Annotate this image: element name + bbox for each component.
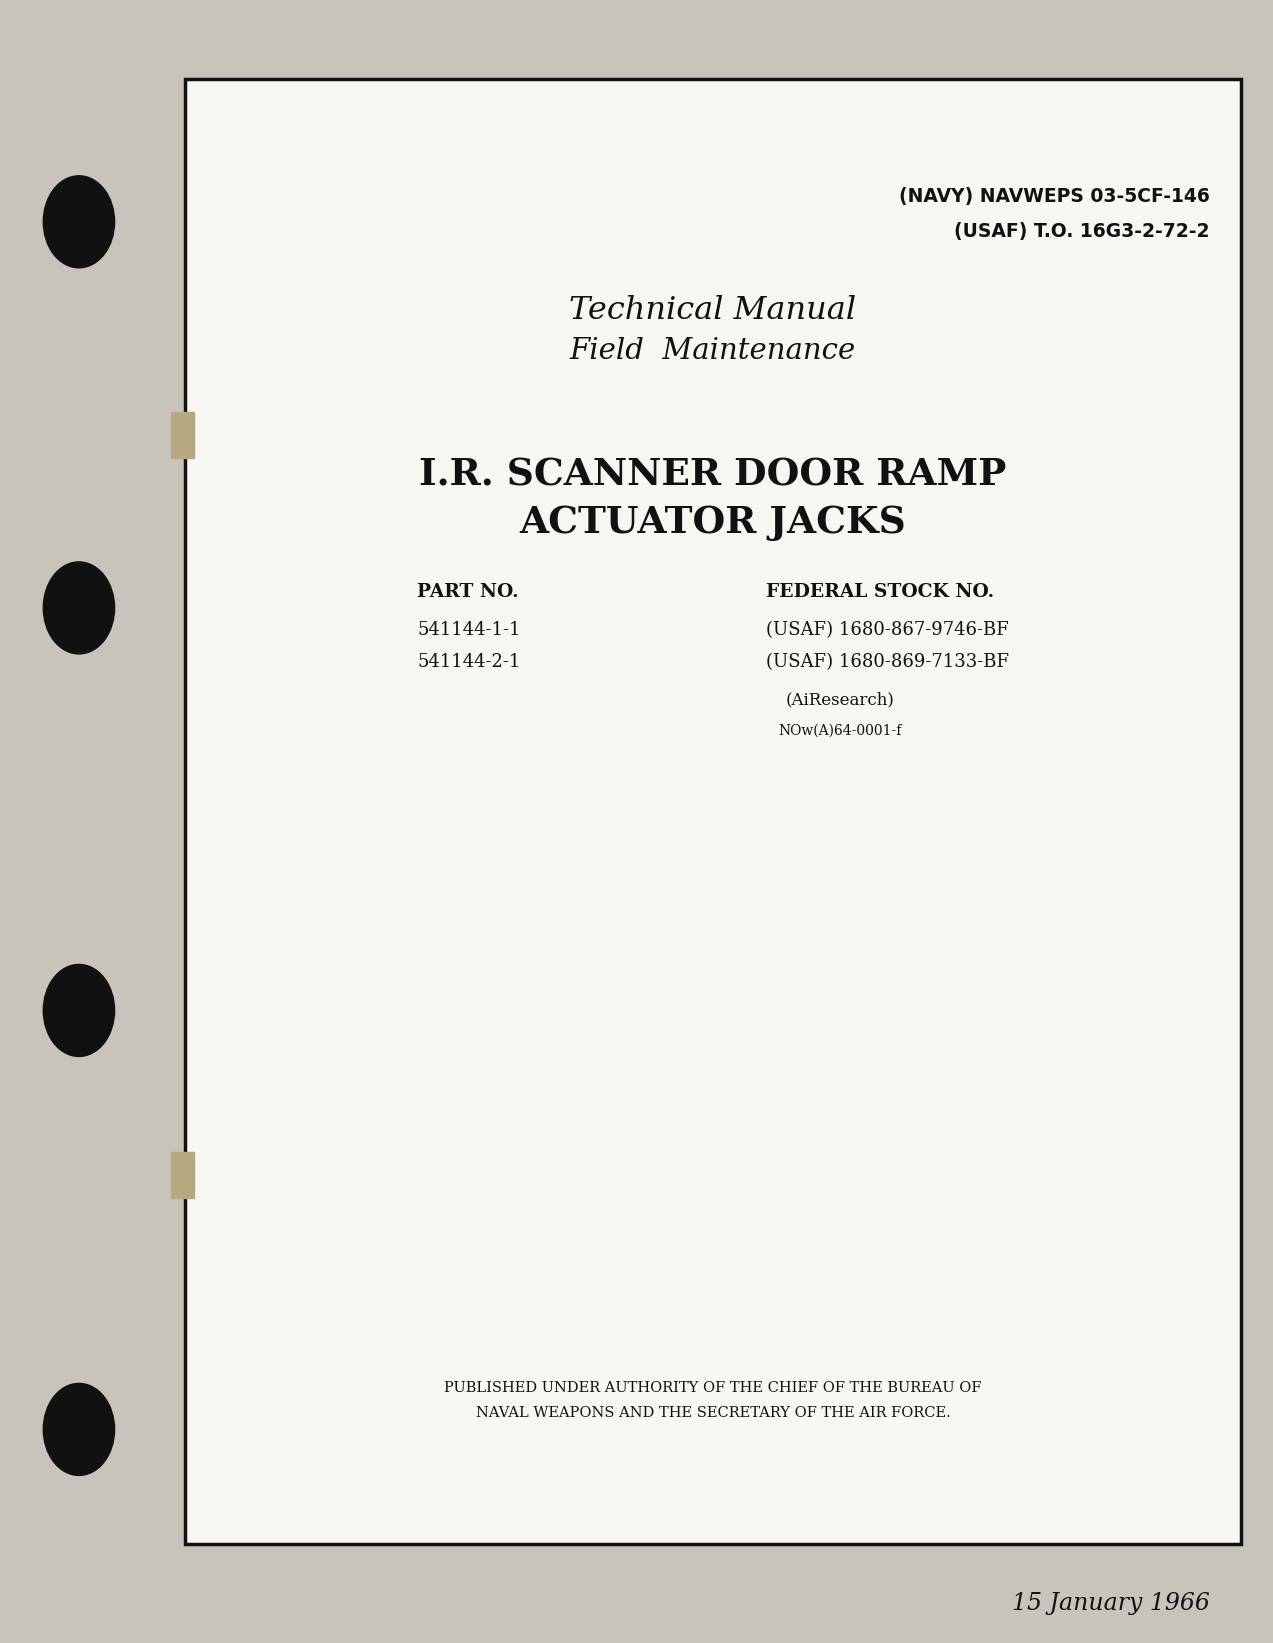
Text: PART NO.: PART NO.: [418, 583, 518, 601]
Text: Field  Maintenance: Field Maintenance: [570, 337, 855, 365]
Text: NOw(A)64-0001-f: NOw(A)64-0001-f: [778, 725, 901, 738]
Text: PUBLISHED UNDER AUTHORITY OF THE CHIEF OF THE BUREAU OF: PUBLISHED UNDER AUTHORITY OF THE CHIEF O…: [444, 1380, 981, 1395]
Text: (USAF) T.O. 16G3-2-72-2: (USAF) T.O. 16G3-2-72-2: [953, 222, 1209, 242]
Text: Technical Manual: Technical Manual: [569, 296, 857, 325]
Text: 541144-1-1: 541144-1-1: [418, 621, 521, 639]
Text: (AiResearch): (AiResearch): [785, 692, 894, 708]
Circle shape: [43, 1383, 115, 1475]
Bar: [171, 412, 193, 458]
Circle shape: [43, 176, 115, 268]
Text: I.R. SCANNER DOOR RAMP: I.R. SCANNER DOOR RAMP: [419, 457, 1007, 493]
Bar: [171, 1152, 193, 1198]
Text: 541144-2-1: 541144-2-1: [418, 654, 521, 670]
Text: ACTUATOR JACKS: ACTUATOR JACKS: [519, 504, 906, 542]
Text: (NAVY) NAVWEPS 03-5CF-146: (NAVY) NAVWEPS 03-5CF-146: [899, 187, 1209, 205]
Text: 15 January 1966: 15 January 1966: [1012, 1592, 1209, 1615]
Text: FEDERAL STOCK NO.: FEDERAL STOCK NO.: [766, 583, 994, 601]
Circle shape: [43, 964, 115, 1056]
Text: (USAF) 1680-869-7133-BF: (USAF) 1680-869-7133-BF: [766, 654, 1008, 670]
Circle shape: [43, 562, 115, 654]
Bar: [185, 79, 1241, 1544]
Text: NAVAL WEAPONS AND THE SECRETARY OF THE AIR FORCE.: NAVAL WEAPONS AND THE SECRETARY OF THE A…: [476, 1405, 950, 1420]
Text: (USAF) 1680-867-9746-BF: (USAF) 1680-867-9746-BF: [766, 621, 1008, 639]
